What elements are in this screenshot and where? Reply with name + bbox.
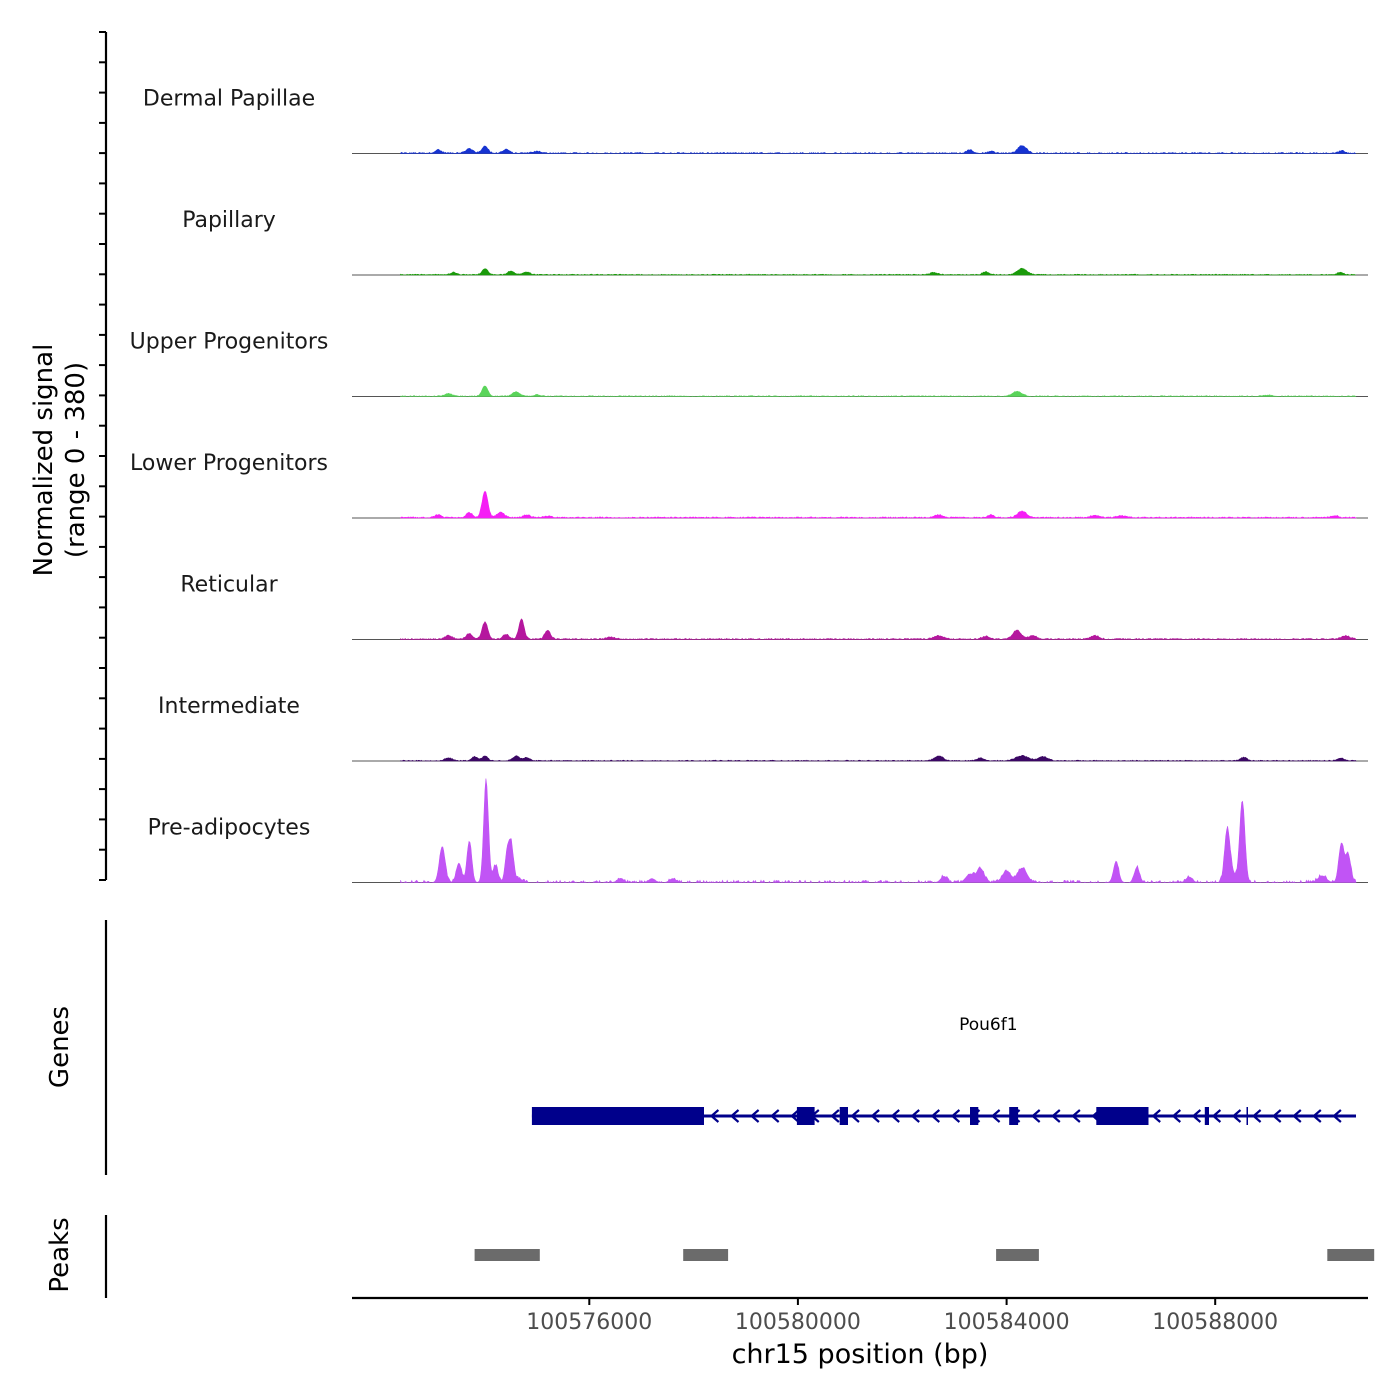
peak-bar (996, 1249, 1039, 1261)
x-axis-title: chr15 position (bp) (732, 1339, 989, 1370)
x-axis: 100576000 100580000 100584000 100588000 chr… (352, 1296, 1368, 1370)
gene-exon (1009, 1107, 1019, 1125)
strand-arrow (930, 1109, 941, 1123)
strand-arrow (790, 1109, 800, 1123)
track-label: Lower Progenitors (130, 451, 328, 476)
track-label: Pre-adipocytes (148, 816, 311, 841)
strand-arrow (1071, 1109, 1081, 1123)
signal-area (400, 754, 1357, 762)
x-tick-label: 100588000 (1152, 1310, 1278, 1335)
x-tick-label: 100580000 (735, 1310, 861, 1335)
track-label: Intermediate (158, 694, 300, 719)
strand-arrow (1312, 1109, 1322, 1123)
strand-arrow (1332, 1109, 1342, 1123)
strand-arrow (1251, 1109, 1262, 1123)
strand-arrow (1031, 1109, 1041, 1123)
gene-model-pou6f1 (531, 1107, 1357, 1125)
track-reticular: Reticular (180, 573, 1368, 640)
strand-arrow (990, 1109, 1001, 1123)
track-pre-adipocytes: Pre-adipocytes (148, 778, 1368, 884)
signal-area (400, 267, 1356, 276)
strand-arrow (950, 1109, 961, 1123)
strand-arrow (910, 1109, 920, 1123)
track-label: Papillary (182, 208, 276, 233)
gene-exon (839, 1107, 848, 1125)
x-axis-ticks: 100576000 100580000 100584000 100588000 (526, 1298, 1278, 1335)
strand-arrow (1191, 1109, 1202, 1123)
signal-panel: Normalized signal (range 0 - 380) Dermal… (29, 31, 1368, 884)
signal-tracks: Dermal Papillae Papillary Upper Progenitor… (130, 87, 1368, 884)
peak-bars (474, 1249, 1375, 1261)
peaks-panel: Peaks (45, 1215, 1375, 1298)
strand-arrow (1151, 1109, 1161, 1123)
track-dermal-papillae: Dermal Papillae (143, 87, 1368, 154)
gene-exon (1096, 1107, 1149, 1125)
track-intermediate: Intermediate (158, 694, 1368, 762)
gene-exon-thin (1246, 1107, 1248, 1125)
genes-panel: Genes Pou6f1 (45, 920, 1357, 1175)
signal-y-ticks (99, 31, 106, 881)
track-upper-progenitors: Upper Progenitors (130, 330, 1368, 397)
signal-axis-label: Normalized signal (29, 344, 59, 577)
peak-bar (683, 1249, 729, 1261)
signal-area (400, 145, 1357, 154)
track-lower-progenitors: Lower Progenitors (130, 451, 1368, 519)
gene-label: Pou6f1 (959, 1015, 1017, 1035)
strand-arrow (1292, 1109, 1302, 1123)
strand-arrow (709, 1109, 720, 1123)
strand-arrow (1231, 1109, 1242, 1123)
strand-arrow (870, 1109, 880, 1123)
signal-area (400, 490, 1358, 519)
gene-exon (970, 1107, 979, 1125)
signal-area (400, 778, 1357, 884)
strand-arrow (770, 1109, 780, 1123)
strand-arrow (1211, 1109, 1222, 1123)
strand-arrow (830, 1109, 840, 1123)
strand-arrow (1171, 1109, 1182, 1123)
strand-arrow (1051, 1109, 1061, 1123)
gene-exon (531, 1107, 704, 1125)
x-tick-label: 100584000 (944, 1310, 1070, 1335)
track-label: Upper Progenitors (130, 330, 329, 355)
strand-arrow (850, 1109, 860, 1123)
gene-exon (796, 1107, 815, 1125)
peak-bar (474, 1249, 540, 1261)
track-papillary: Papillary (182, 208, 1368, 276)
signal-axis-range-label: (range 0 - 380) (61, 362, 91, 558)
x-tick-label: 100576000 (526, 1310, 652, 1335)
track-label: Reticular (180, 573, 278, 598)
strand-arrow (749, 1109, 760, 1123)
peaks-axis-label: Peaks (45, 1217, 75, 1292)
track-label: Dermal Papillae (143, 87, 315, 112)
strand-arrow (890, 1109, 900, 1123)
gene-exon (1204, 1107, 1209, 1125)
signal-area (400, 385, 1357, 397)
strand-arrow (729, 1109, 740, 1123)
signal-area (400, 618, 1357, 640)
genes-axis-label: Genes (45, 1006, 75, 1088)
peak-bar (1327, 1249, 1375, 1261)
strand-arrow (1272, 1109, 1282, 1123)
